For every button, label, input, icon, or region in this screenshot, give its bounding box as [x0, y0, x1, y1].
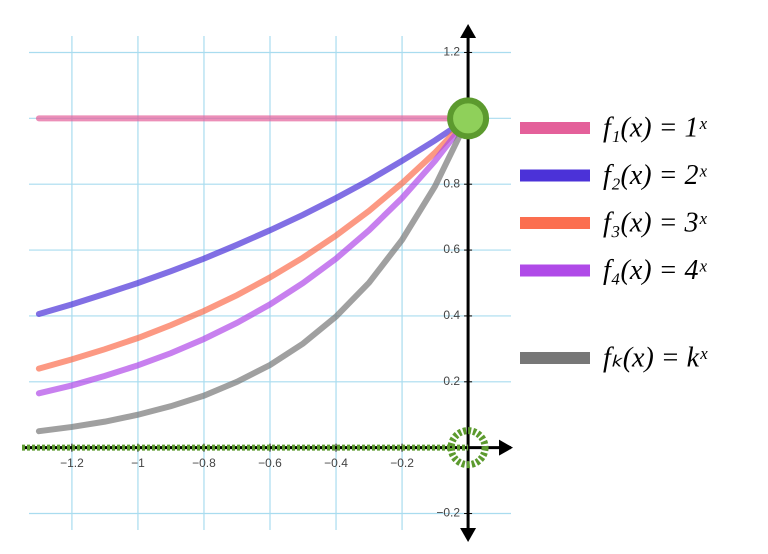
- y-tick-label: 0.4: [443, 308, 460, 322]
- legend-swatch: [520, 217, 590, 229]
- legend-swatch: [520, 352, 590, 364]
- y-tick-label: 0.2: [443, 374, 460, 388]
- y-tick-label: −0.2: [436, 506, 460, 520]
- legend-label: fₖ(x) = kˣ: [603, 342, 708, 373]
- y-tick-label: 0.6: [443, 242, 460, 256]
- legend-label: f₁(x) = 1ˣ: [603, 112, 707, 143]
- x-tick-label: −0.2: [390, 456, 414, 470]
- arrow: [460, 24, 477, 38]
- y-tick-label: 1.2: [443, 45, 460, 59]
- legend-label: f₃(x) = 3ˣ: [603, 207, 707, 238]
- arrow: [460, 528, 477, 542]
- x-tick-label: −0.4: [324, 456, 348, 470]
- series-line: [35, 115, 472, 435]
- x-tick-label: −0.8: [192, 456, 216, 470]
- y-tick-label: 0.8: [443, 176, 460, 190]
- legend-label: f₄(x) = 4ˣ: [603, 255, 707, 286]
- open-point: [447, 427, 489, 469]
- series-line: [35, 115, 472, 372]
- series-line: [35, 115, 472, 317]
- legend-swatch: [520, 122, 590, 134]
- x-tick-label: −0.6: [258, 456, 282, 470]
- series-line: [35, 115, 472, 397]
- legend-label: f₂(x) = 2ˣ: [603, 160, 707, 191]
- closed-point: [447, 97, 490, 140]
- legend-swatch: [520, 264, 590, 277]
- arrow: [499, 439, 513, 456]
- x-tick-label: −1: [131, 456, 145, 470]
- legend-swatch: [520, 169, 590, 182]
- x-tick-label: −1.2: [60, 456, 84, 470]
